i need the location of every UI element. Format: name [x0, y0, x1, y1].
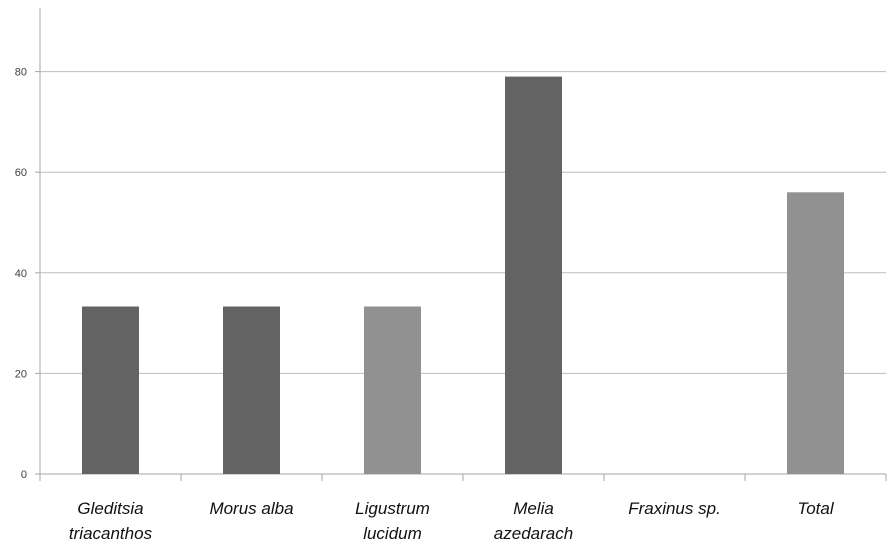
x-category-label: Melia [513, 499, 554, 518]
bar [364, 306, 421, 474]
bar [223, 306, 280, 474]
bar [505, 76, 562, 474]
x-category-label: Gleditsia [77, 499, 143, 518]
bar [82, 306, 139, 474]
y-tick-label: 20 [15, 368, 27, 380]
x-category-label: azedarach [494, 524, 573, 543]
bar [787, 192, 844, 475]
y-tick-label: 80 [15, 67, 27, 79]
x-category-label: Fraxinus sp. [628, 499, 721, 518]
x-category-label: lucidum [363, 524, 422, 543]
x-category-label: Morus alba [209, 499, 293, 518]
x-category-label: triacanthos [69, 524, 153, 543]
y-tick-label: 60 [15, 167, 27, 179]
y-tick-label: 40 [15, 268, 27, 280]
y-tick-label: 0 [21, 469, 27, 481]
x-category-label: Total [797, 499, 834, 518]
x-category-label: Ligustrum [355, 499, 430, 518]
